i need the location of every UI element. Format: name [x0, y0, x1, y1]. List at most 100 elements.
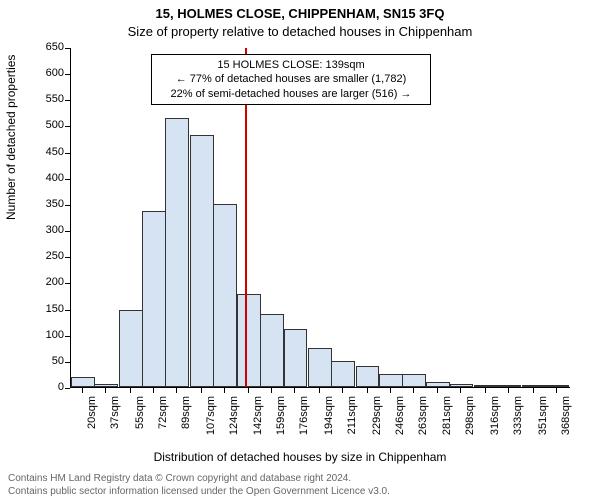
- x-tick: [367, 388, 368, 393]
- y-tick: [65, 283, 70, 284]
- histogram-bar: [119, 310, 143, 387]
- x-tick: [413, 388, 414, 393]
- x-tick-label: 281sqm: [441, 396, 453, 440]
- histogram-bar: [284, 329, 308, 387]
- y-tick: [65, 231, 70, 232]
- y-tick-label: 550: [36, 93, 64, 105]
- x-tick: [153, 388, 154, 393]
- y-tick: [65, 310, 70, 311]
- y-tick: [65, 48, 70, 49]
- x-tick: [224, 388, 225, 393]
- x-tick: [508, 388, 509, 393]
- annotation-box: 15 HOLMES CLOSE: 139sqm ← 77% of detache…: [151, 54, 431, 105]
- histogram-bar: [426, 382, 450, 387]
- histogram-bar: [497, 385, 521, 387]
- y-tick: [65, 257, 70, 258]
- y-tick: [65, 153, 70, 154]
- x-tick: [294, 388, 295, 393]
- y-axis-label: Number of detached properties: [4, 55, 18, 220]
- footer-line-1: Contains HM Land Registry data © Crown c…: [8, 473, 390, 486]
- x-tick-label: 333sqm: [512, 396, 524, 440]
- histogram-bar: [545, 385, 569, 387]
- histogram-bar: [450, 384, 474, 387]
- x-tick-label: 176sqm: [298, 396, 310, 440]
- plot-area: 15 HOLMES CLOSE: 139sqm ← 77% of detache…: [70, 48, 570, 388]
- x-tick-label: 72sqm: [157, 396, 169, 440]
- x-tick: [319, 388, 320, 393]
- x-tick-label: 159sqm: [275, 396, 287, 440]
- y-tick: [65, 179, 70, 180]
- x-tick-label: 124sqm: [228, 396, 240, 440]
- histogram-bar: [379, 374, 403, 387]
- y-tick-label: 100: [36, 329, 64, 341]
- chart-title-sub: Size of property relative to detached ho…: [0, 24, 600, 39]
- histogram-bar: [237, 294, 261, 387]
- x-tick: [130, 388, 131, 393]
- x-tick-label: 298sqm: [464, 396, 476, 440]
- histogram-bar: [165, 118, 189, 387]
- y-tick-label: 350: [36, 198, 64, 210]
- x-tick-label: 142sqm: [252, 396, 264, 440]
- x-tick-label: 37sqm: [109, 396, 121, 440]
- y-tick: [65, 362, 70, 363]
- footer-attribution: Contains HM Land Registry data © Crown c…: [8, 473, 390, 498]
- y-tick: [65, 74, 70, 75]
- y-tick-label: 450: [36, 146, 64, 158]
- x-tick: [271, 388, 272, 393]
- x-tick-label: 351sqm: [537, 396, 549, 440]
- chart-title-address: 15, HOLMES CLOSE, CHIPPENHAM, SN15 3FQ: [0, 6, 600, 21]
- x-tick-label: 263sqm: [417, 396, 429, 440]
- x-tick-label: 211sqm: [346, 396, 358, 440]
- x-tick: [82, 388, 83, 393]
- chart-container: 15, HOLMES CLOSE, CHIPPENHAM, SN15 3FQ S…: [0, 0, 600, 500]
- histogram-bar: [213, 204, 237, 387]
- x-tick: [342, 388, 343, 393]
- x-tick-label: 246sqm: [394, 396, 406, 440]
- x-tick-label: 89sqm: [180, 396, 192, 440]
- x-tick: [556, 388, 557, 393]
- y-tick-label: 400: [36, 172, 64, 184]
- x-tick-label: 20sqm: [86, 396, 98, 440]
- y-tick: [65, 336, 70, 337]
- x-tick-label: 194sqm: [323, 396, 335, 440]
- histogram-bar: [474, 385, 498, 387]
- y-tick: [65, 388, 70, 389]
- x-tick: [485, 388, 486, 393]
- x-tick-label: 316sqm: [489, 396, 501, 440]
- annotation-line-1: 15 HOLMES CLOSE: 139sqm: [158, 58, 424, 72]
- x-tick: [248, 388, 249, 393]
- y-tick-label: 50: [36, 355, 64, 367]
- x-tick: [390, 388, 391, 393]
- y-tick: [65, 205, 70, 206]
- histogram-bar: [331, 361, 355, 387]
- histogram-bar: [522, 385, 546, 387]
- y-tick: [65, 100, 70, 101]
- histogram-bar: [356, 366, 380, 387]
- histogram-bar: [94, 384, 118, 387]
- x-axis-label: Distribution of detached houses by size …: [0, 450, 600, 464]
- histogram-bar: [71, 377, 95, 387]
- histogram-bar: [260, 314, 284, 387]
- histogram-bar: [190, 135, 214, 387]
- histogram-bar: [308, 348, 332, 387]
- x-tick-label: 107sqm: [205, 396, 217, 440]
- x-tick: [201, 388, 202, 393]
- y-tick-label: 150: [36, 303, 64, 315]
- x-tick: [533, 388, 534, 393]
- x-tick: [176, 388, 177, 393]
- histogram-bar: [402, 374, 426, 387]
- y-tick-label: 200: [36, 276, 64, 288]
- x-tick-label: 55sqm: [134, 396, 146, 440]
- y-tick-label: 500: [36, 119, 64, 131]
- annotation-line-2: ← 77% of detached houses are smaller (1,…: [158, 72, 424, 86]
- x-tick-label: 368sqm: [560, 396, 572, 440]
- histogram-bar: [142, 211, 166, 387]
- footer-line-2: Contains public sector information licen…: [8, 486, 390, 499]
- x-tick: [460, 388, 461, 393]
- y-tick-label: 300: [36, 224, 64, 236]
- annotation-line-3: 22% of semi-detached houses are larger (…: [158, 87, 424, 101]
- x-tick: [105, 388, 106, 393]
- y-tick-label: 0: [36, 381, 64, 393]
- y-tick-label: 250: [36, 250, 64, 262]
- y-tick: [65, 126, 70, 127]
